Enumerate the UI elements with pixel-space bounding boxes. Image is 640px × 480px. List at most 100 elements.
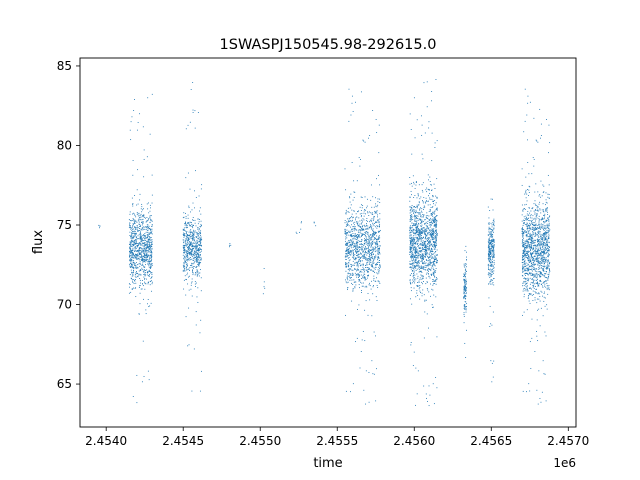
data-point xyxy=(145,237,147,239)
data-point xyxy=(427,265,429,267)
data-point xyxy=(376,249,378,251)
data-point xyxy=(492,267,494,269)
data-point xyxy=(532,248,534,250)
data-point xyxy=(184,269,186,271)
data-point xyxy=(430,213,432,215)
data-point xyxy=(412,229,414,231)
data-point xyxy=(146,226,148,228)
data-point xyxy=(352,260,354,262)
data-point xyxy=(141,239,143,241)
data-point xyxy=(151,240,153,242)
data-point xyxy=(145,251,147,253)
data-point xyxy=(436,215,437,217)
data-point xyxy=(197,226,199,228)
data-point xyxy=(435,224,437,226)
data-point xyxy=(419,298,421,300)
data-point xyxy=(200,238,202,240)
data-point xyxy=(191,262,193,264)
data-point xyxy=(413,229,415,231)
data-point xyxy=(368,241,370,243)
data-point xyxy=(195,243,197,245)
data-point xyxy=(145,313,147,315)
data-point xyxy=(492,229,494,231)
data-point xyxy=(193,262,195,264)
data-point xyxy=(198,261,200,263)
data-point xyxy=(148,212,150,214)
data-point xyxy=(487,206,489,208)
data-point xyxy=(183,288,185,290)
data-point xyxy=(431,258,433,259)
data-point xyxy=(373,218,375,220)
data-point xyxy=(430,273,432,275)
data-point xyxy=(363,277,365,279)
data-point xyxy=(193,266,195,267)
data-point xyxy=(493,270,495,272)
data-point xyxy=(199,233,201,234)
data-point xyxy=(348,260,350,262)
data-point xyxy=(374,212,376,214)
data-point xyxy=(434,142,436,144)
data-point xyxy=(360,235,362,237)
data-point xyxy=(424,246,426,248)
data-point xyxy=(417,212,419,214)
data-point xyxy=(435,254,437,256)
data-point xyxy=(135,236,137,238)
data-point xyxy=(488,272,490,274)
data-point xyxy=(192,246,194,248)
data-point xyxy=(148,241,150,243)
data-point xyxy=(366,263,368,265)
data-point xyxy=(535,226,536,228)
data-point xyxy=(420,232,422,233)
data-point xyxy=(187,241,189,243)
data-point xyxy=(544,283,546,285)
data-point xyxy=(420,238,422,239)
data-point xyxy=(433,225,435,227)
data-point xyxy=(529,266,531,268)
data-point xyxy=(149,271,151,272)
data-point xyxy=(434,238,436,240)
data-point xyxy=(409,234,411,236)
data-point xyxy=(199,228,201,230)
data-point xyxy=(346,275,348,277)
data-point xyxy=(528,242,530,244)
data-point xyxy=(356,243,358,245)
data-point xyxy=(416,220,418,222)
data-point xyxy=(131,279,133,281)
data-point xyxy=(192,270,193,272)
data-point xyxy=(492,243,494,244)
data-point xyxy=(492,220,494,222)
data-point xyxy=(142,235,144,236)
data-point xyxy=(488,254,490,255)
data-point xyxy=(436,236,438,238)
data-point xyxy=(349,201,351,203)
data-point xyxy=(415,220,417,222)
data-point xyxy=(375,256,377,258)
data-point xyxy=(192,219,194,221)
data-point xyxy=(150,232,152,234)
data-point xyxy=(423,232,425,234)
data-point xyxy=(349,221,351,222)
data-point xyxy=(347,248,349,250)
data-point xyxy=(537,281,538,283)
data-point xyxy=(416,227,418,229)
data-point xyxy=(143,245,145,247)
data-point xyxy=(548,222,550,224)
data-point xyxy=(423,256,425,258)
data-point xyxy=(354,281,356,283)
data-point xyxy=(410,251,412,253)
data-point xyxy=(548,272,550,274)
data-point xyxy=(188,289,190,291)
data-point xyxy=(547,259,549,261)
data-point xyxy=(411,247,413,249)
data-point xyxy=(375,296,377,298)
data-point xyxy=(132,254,134,256)
data-point xyxy=(196,236,198,238)
data-point xyxy=(138,221,140,223)
data-point xyxy=(540,307,542,309)
data-point xyxy=(150,231,152,233)
data-point xyxy=(364,276,366,278)
data-point xyxy=(533,158,535,160)
data-point xyxy=(195,231,197,233)
data-point xyxy=(419,248,421,249)
data-point xyxy=(139,265,141,267)
